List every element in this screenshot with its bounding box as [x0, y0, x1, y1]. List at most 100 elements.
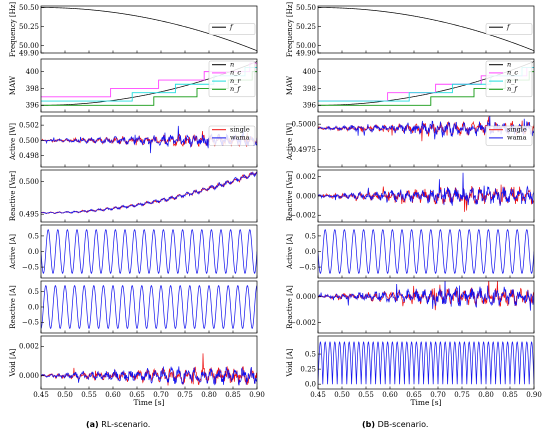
y-axis-label: Reactive [A]: [9, 285, 17, 329]
ytick-label: −0.5: [22, 263, 39, 271]
y-axis-label: Reactive [A]: [286, 285, 294, 329]
xtick-label: 0.80: [478, 391, 494, 399]
y-axis-label: Void [A]: [9, 348, 17, 377]
ytick-label: 50.25: [19, 23, 39, 31]
legend-box: [485, 60, 533, 98]
y-axis-label: Active [A]: [286, 234, 294, 270]
ytick-label: 50.50: [296, 4, 316, 12]
plot-frame-b5: [317, 224, 535, 279]
y-axis-label: Void [A]: [286, 348, 294, 377]
panel-a2: 396 398 400 MAW nn_cn_rn_f: [9, 58, 258, 113]
series-single-a4: [41, 171, 257, 214]
plot-frame-b3: [317, 115, 535, 168]
ytick-label: 0.5000: [292, 121, 317, 129]
ytick-label: 49.90: [19, 49, 39, 57]
ytick-label: 0.5: [305, 350, 316, 358]
series-wama-a4: [41, 171, 257, 214]
plot-frame-b6: [317, 280, 535, 334]
xtick-label: 0.60: [382, 391, 398, 399]
xtick-label: 0.45: [310, 391, 326, 399]
series-f-a1: [41, 7, 257, 52]
legend-box: [485, 125, 533, 146]
legend-label-n: n: [230, 61, 234, 69]
xtick-label: 0.80: [201, 391, 217, 399]
series-single-b6: [318, 281, 534, 311]
plot-frame-a1: [40, 5, 258, 54]
ytick-label: 0.500: [19, 137, 39, 145]
y-axis-label: Active [A]: [9, 234, 17, 270]
ytick-label: 0.5: [28, 232, 39, 240]
legend-label-n_c: n_c: [230, 69, 241, 77]
ytick-label: −0.5: [22, 319, 39, 327]
series-wama-b6: [318, 281, 534, 311]
legend-b2: nn_cn_rn_f: [485, 60, 533, 98]
legend-label-n_c: n_c: [507, 69, 518, 77]
y-axis-label: Frequency [Hz]: [286, 2, 294, 58]
ytick-label: 0.002: [19, 343, 39, 351]
ytick-label: 0.25: [300, 366, 316, 374]
ytick-label: 400: [303, 68, 316, 76]
ytick-label: 398: [303, 85, 316, 93]
plot-frame-a3: [40, 115, 258, 168]
xtick-label: 0.70: [430, 391, 446, 399]
panel-b2: 396 398 400 MAW nn_cn_rn_f: [286, 58, 535, 113]
plot-frame-b2: [317, 58, 535, 113]
panel-a7: 0.000 0.002 0.45 0.50 0.55 0.60 0.65 0.70 0.75 0.…: [9, 335, 265, 407]
legend-label-n_f: n_f: [230, 85, 241, 93]
caption-b-text: DB-scenario.: [377, 420, 429, 429]
caption-a: (a) RL-scenario.: [86, 420, 150, 429]
legend-box: [208, 125, 256, 146]
plot-frame-a7: [40, 335, 258, 390]
ytick-label: 50.00: [19, 42, 39, 50]
legend-box: [208, 60, 256, 98]
plot-frame-b7: [317, 335, 535, 390]
ytick-label: 396: [303, 102, 317, 110]
caption-a-text: RL-scenario.: [101, 420, 151, 429]
ytick-label: 396: [26, 102, 40, 110]
xtick-label: 0.50: [57, 391, 73, 399]
panel-a5: −0.5 0.0 0.5 Active [A]: [9, 224, 258, 279]
y-axis-label: MAW: [286, 75, 294, 95]
ytick-label: 0.500: [19, 178, 39, 186]
plot-frame-a5: [40, 224, 258, 279]
ytick-label: 398: [26, 85, 39, 93]
ytick-label: 0.502: [19, 122, 39, 130]
x-axis-label: Time [s]: [133, 398, 164, 407]
legend-box: [485, 23, 533, 35]
legend-b1: f: [485, 23, 533, 35]
ytick-label: 0.498: [19, 152, 39, 160]
y-axis-label: Frequency [Hz]: [9, 2, 17, 58]
ytick-label: 0.5: [28, 288, 39, 296]
plot-frame-b1: [317, 5, 535, 54]
panel-a6: −0.5 0.0 0.5 Reactive [A]: [9, 280, 258, 334]
ytick-label: 0.0: [28, 303, 39, 311]
series-wama-a5: [41, 229, 257, 274]
caption-b-label: (b): [362, 420, 376, 429]
legend-label-n_r: n_r: [230, 77, 241, 85]
legend-label-single: single: [507, 126, 527, 134]
legend-label-wama: wama: [507, 134, 527, 142]
xtick-label: 0.65: [406, 391, 422, 399]
series-single-a7: [41, 353, 257, 386]
xtick-label: 0.75: [454, 391, 470, 399]
ytick-label: 49.90: [296, 49, 316, 57]
ytick-label: −0.002: [290, 319, 316, 327]
y-axis-label: Reactive [Var]: [9, 171, 17, 222]
legend-label-n: n: [507, 61, 511, 69]
caption-b: (b) DB-scenario.: [362, 420, 428, 429]
ytick-label: 0.000: [296, 192, 316, 200]
y-axis-label: MAW: [9, 75, 17, 95]
panel-b7: 0.0 0.25 0.5 0.45 0.50 0.55 0.60 0.65 0.70 0.75 0.…: [286, 335, 542, 407]
xtick-label: 0.55: [81, 391, 97, 399]
series-wama-b4: [318, 172, 534, 206]
xtick-label: 0.85: [225, 391, 241, 399]
series-single-b4: [318, 184, 534, 212]
legend-box: [208, 23, 256, 35]
ytick-label: 0.5: [305, 232, 316, 240]
